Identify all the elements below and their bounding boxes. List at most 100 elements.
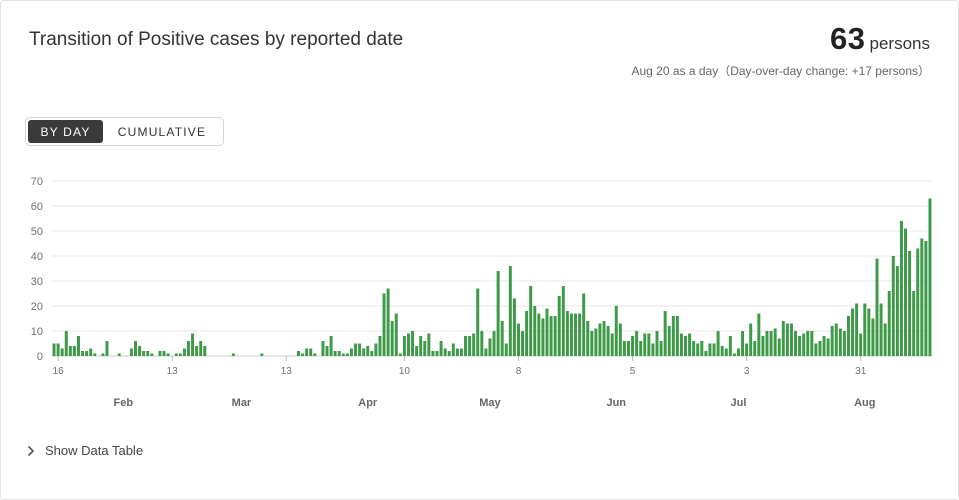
bar: [146, 351, 150, 356]
bar: [814, 343, 818, 356]
chevron-right-icon: [27, 445, 35, 456]
cumulative-button[interactable]: CUMULATIVE: [117, 124, 207, 139]
bar: [423, 341, 427, 356]
bar: [594, 328, 598, 356]
bar: [590, 331, 594, 356]
bar: [231, 353, 235, 356]
bar: [789, 323, 793, 356]
bar: [203, 346, 207, 356]
bar: [692, 341, 696, 356]
by-day-button[interactable]: BY DAY: [28, 120, 103, 143]
bar-chart: 0 10 20 30 40 50 60 70 16 13 13 10 8 5 3 31 Feb Mar Apr May…: [31, 176, 932, 409]
bar: [60, 348, 64, 356]
bar: [411, 331, 415, 356]
x-tick-label: 10: [399, 366, 411, 377]
bar: [679, 333, 683, 356]
bar: [105, 341, 109, 356]
bar: [390, 321, 394, 356]
bar: [614, 306, 618, 356]
bar: [349, 348, 353, 356]
bar: [708, 343, 712, 356]
y-tick-label: 50: [31, 226, 43, 238]
bar: [362, 348, 366, 356]
bar: [663, 311, 667, 356]
bar: [875, 258, 879, 356]
bar: [516, 323, 520, 356]
x-tick-label: 13: [281, 366, 293, 377]
bar: [117, 353, 121, 356]
bar: [309, 348, 313, 356]
x-tick-label: 3: [744, 366, 750, 377]
x-tick-label: 5: [630, 366, 636, 377]
bar: [484, 348, 488, 356]
bar: [186, 341, 190, 356]
bar: [773, 328, 777, 356]
bar: [81, 351, 85, 356]
bar: [178, 353, 182, 356]
bar: [366, 346, 370, 356]
bar: [899, 221, 903, 356]
bar: [476, 288, 480, 356]
bar: [468, 336, 472, 356]
bar: [574, 313, 578, 356]
bar: [769, 331, 773, 356]
bar: [704, 351, 708, 356]
bar: [354, 343, 358, 356]
bar: [724, 348, 728, 356]
bar: [182, 348, 186, 356]
bar: [443, 348, 447, 356]
bar: [500, 321, 504, 356]
bar: [93, 353, 97, 356]
bar: [378, 336, 382, 356]
bar: [631, 336, 635, 356]
bar: [541, 318, 545, 356]
bar: [928, 198, 932, 356]
bar: [598, 323, 602, 356]
bar: [924, 241, 928, 356]
show-data-table-toggle[interactable]: Show Data Table: [27, 443, 143, 458]
bar: [887, 291, 891, 356]
bar: [806, 331, 810, 356]
bar: [765, 331, 769, 356]
bar: [174, 353, 178, 356]
bar: [529, 286, 533, 356]
bar: [191, 333, 195, 356]
bar: [321, 341, 325, 356]
bar: [565, 311, 569, 356]
bar: [72, 346, 76, 356]
bar: [684, 336, 688, 356]
bar: [781, 321, 785, 356]
bar: [150, 353, 154, 356]
bar: [561, 286, 565, 356]
bar: [158, 351, 162, 356]
day-over-day-note: Aug 20 as a day（Day-over-day change: +17…: [631, 64, 930, 78]
month-label: May: [479, 397, 501, 409]
bar: [643, 333, 647, 356]
bar: [834, 323, 838, 356]
y-tick-label: 70: [31, 176, 43, 188]
bar: [822, 336, 826, 356]
bar: [700, 341, 704, 356]
bar: [459, 348, 463, 356]
bar: [879, 303, 883, 356]
bar: [651, 343, 655, 356]
bar: [846, 316, 850, 356]
bar: [895, 266, 899, 356]
bar: [586, 321, 590, 356]
bar: [419, 336, 423, 356]
bar: [325, 346, 329, 356]
bar: [728, 336, 732, 356]
bar: [696, 343, 700, 356]
bar: [851, 308, 855, 356]
y-tick-label: 60: [31, 201, 43, 213]
bar: [871, 318, 875, 356]
bar: [402, 336, 406, 356]
bar: [610, 333, 614, 356]
bar: [635, 331, 639, 356]
bar: [89, 348, 93, 356]
headline-value: 63 persons: [830, 21, 930, 57]
bar: [52, 343, 56, 356]
bar: [842, 331, 846, 356]
bar: [655, 331, 659, 356]
